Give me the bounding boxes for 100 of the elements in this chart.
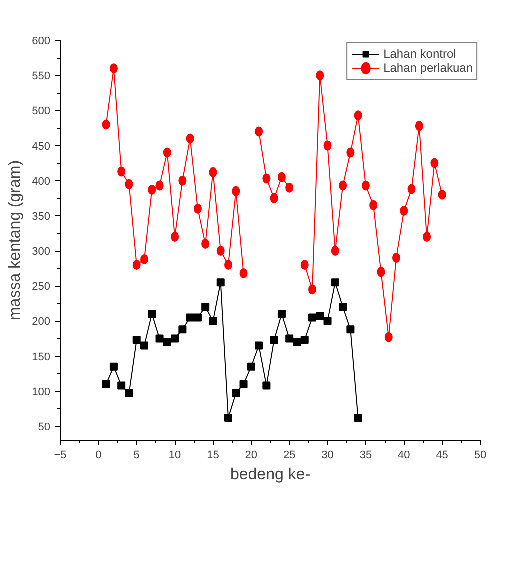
point <box>132 260 141 270</box>
point <box>308 314 316 322</box>
point <box>202 303 210 312</box>
point <box>148 184 156 195</box>
x-tick-label: −5 <box>54 450 67 462</box>
point <box>163 338 172 346</box>
point <box>262 174 271 184</box>
x-tick-label: 20 <box>245 450 258 462</box>
point <box>247 362 256 371</box>
y-tick-label: 600 <box>32 36 51 48</box>
point <box>354 414 362 422</box>
y-tick-label: 450 <box>32 140 51 153</box>
point <box>255 126 264 137</box>
y-tick-label: 250 <box>32 281 51 294</box>
point <box>118 382 126 390</box>
point <box>102 120 110 130</box>
point <box>163 148 172 158</box>
point <box>300 260 309 270</box>
point <box>110 362 118 371</box>
point <box>339 180 348 191</box>
y-tick-label: 200 <box>32 316 51 328</box>
point <box>438 190 446 200</box>
point <box>148 310 156 318</box>
x-tick-label: 40 <box>398 450 410 462</box>
point <box>430 158 439 168</box>
point <box>270 336 278 344</box>
point <box>300 336 309 344</box>
legend-label: Lahan perlakuan <box>384 61 473 75</box>
point <box>377 267 386 278</box>
point <box>216 246 225 256</box>
point <box>186 314 194 322</box>
point <box>194 314 202 322</box>
point <box>102 380 110 388</box>
y-tick-label: 50 <box>38 421 51 434</box>
point <box>331 278 340 287</box>
x-tick-label: 30 <box>322 450 334 462</box>
y-tick-label: 100 <box>32 386 51 398</box>
point <box>278 310 286 318</box>
point <box>178 326 187 334</box>
y-axis-title: massa kentang (gram) <box>7 160 24 321</box>
point <box>140 254 148 264</box>
point <box>270 193 278 204</box>
x-tick-label: 15 <box>207 450 220 462</box>
point <box>125 179 134 190</box>
point <box>209 167 218 178</box>
point <box>346 326 355 334</box>
y-tick-label: 500 <box>32 106 51 118</box>
point <box>293 338 302 346</box>
point <box>339 303 348 312</box>
point <box>354 110 362 121</box>
x-tick-label: 0 <box>96 450 102 462</box>
point <box>400 206 408 216</box>
y-tick-label: 350 <box>32 210 51 223</box>
point <box>346 148 355 158</box>
point <box>110 64 118 74</box>
point <box>171 334 180 343</box>
point <box>262 382 271 390</box>
point <box>316 70 324 81</box>
point <box>156 180 164 191</box>
point <box>194 204 202 214</box>
point <box>324 140 332 151</box>
point <box>209 317 218 326</box>
x-axis-title: bedeng ke- <box>230 466 311 484</box>
point <box>232 389 240 398</box>
point <box>118 166 126 177</box>
point <box>171 232 180 242</box>
point <box>232 186 240 196</box>
y-tick-label: 300 <box>32 246 51 258</box>
point <box>216 278 225 287</box>
point <box>178 176 187 186</box>
point <box>392 253 400 264</box>
point <box>362 180 370 191</box>
point <box>278 172 286 182</box>
x-tick-label: 35 <box>360 450 372 462</box>
x-tick-label: 25 <box>283 450 296 462</box>
point <box>286 182 294 193</box>
point <box>224 260 232 270</box>
point <box>186 134 194 144</box>
point <box>408 184 416 194</box>
point <box>415 121 424 132</box>
point <box>324 317 332 326</box>
x-tick-label: 50 <box>474 450 487 462</box>
x-tick-label: 45 <box>436 450 448 462</box>
x-tick-label: 5 <box>134 450 140 462</box>
point <box>240 380 248 388</box>
y-tick-label: 400 <box>32 176 51 188</box>
point <box>384 332 393 342</box>
point <box>240 268 248 278</box>
point <box>308 284 316 295</box>
point <box>156 334 164 343</box>
point <box>125 389 134 398</box>
point <box>140 342 148 350</box>
point <box>132 336 141 344</box>
legend-label: Lahan kontrol <box>384 47 456 61</box>
y-tick-label: 550 <box>32 70 51 83</box>
point <box>423 232 432 242</box>
point <box>370 200 378 210</box>
point <box>255 342 264 350</box>
point <box>202 239 210 249</box>
y-tick-label: 150 <box>32 351 51 364</box>
